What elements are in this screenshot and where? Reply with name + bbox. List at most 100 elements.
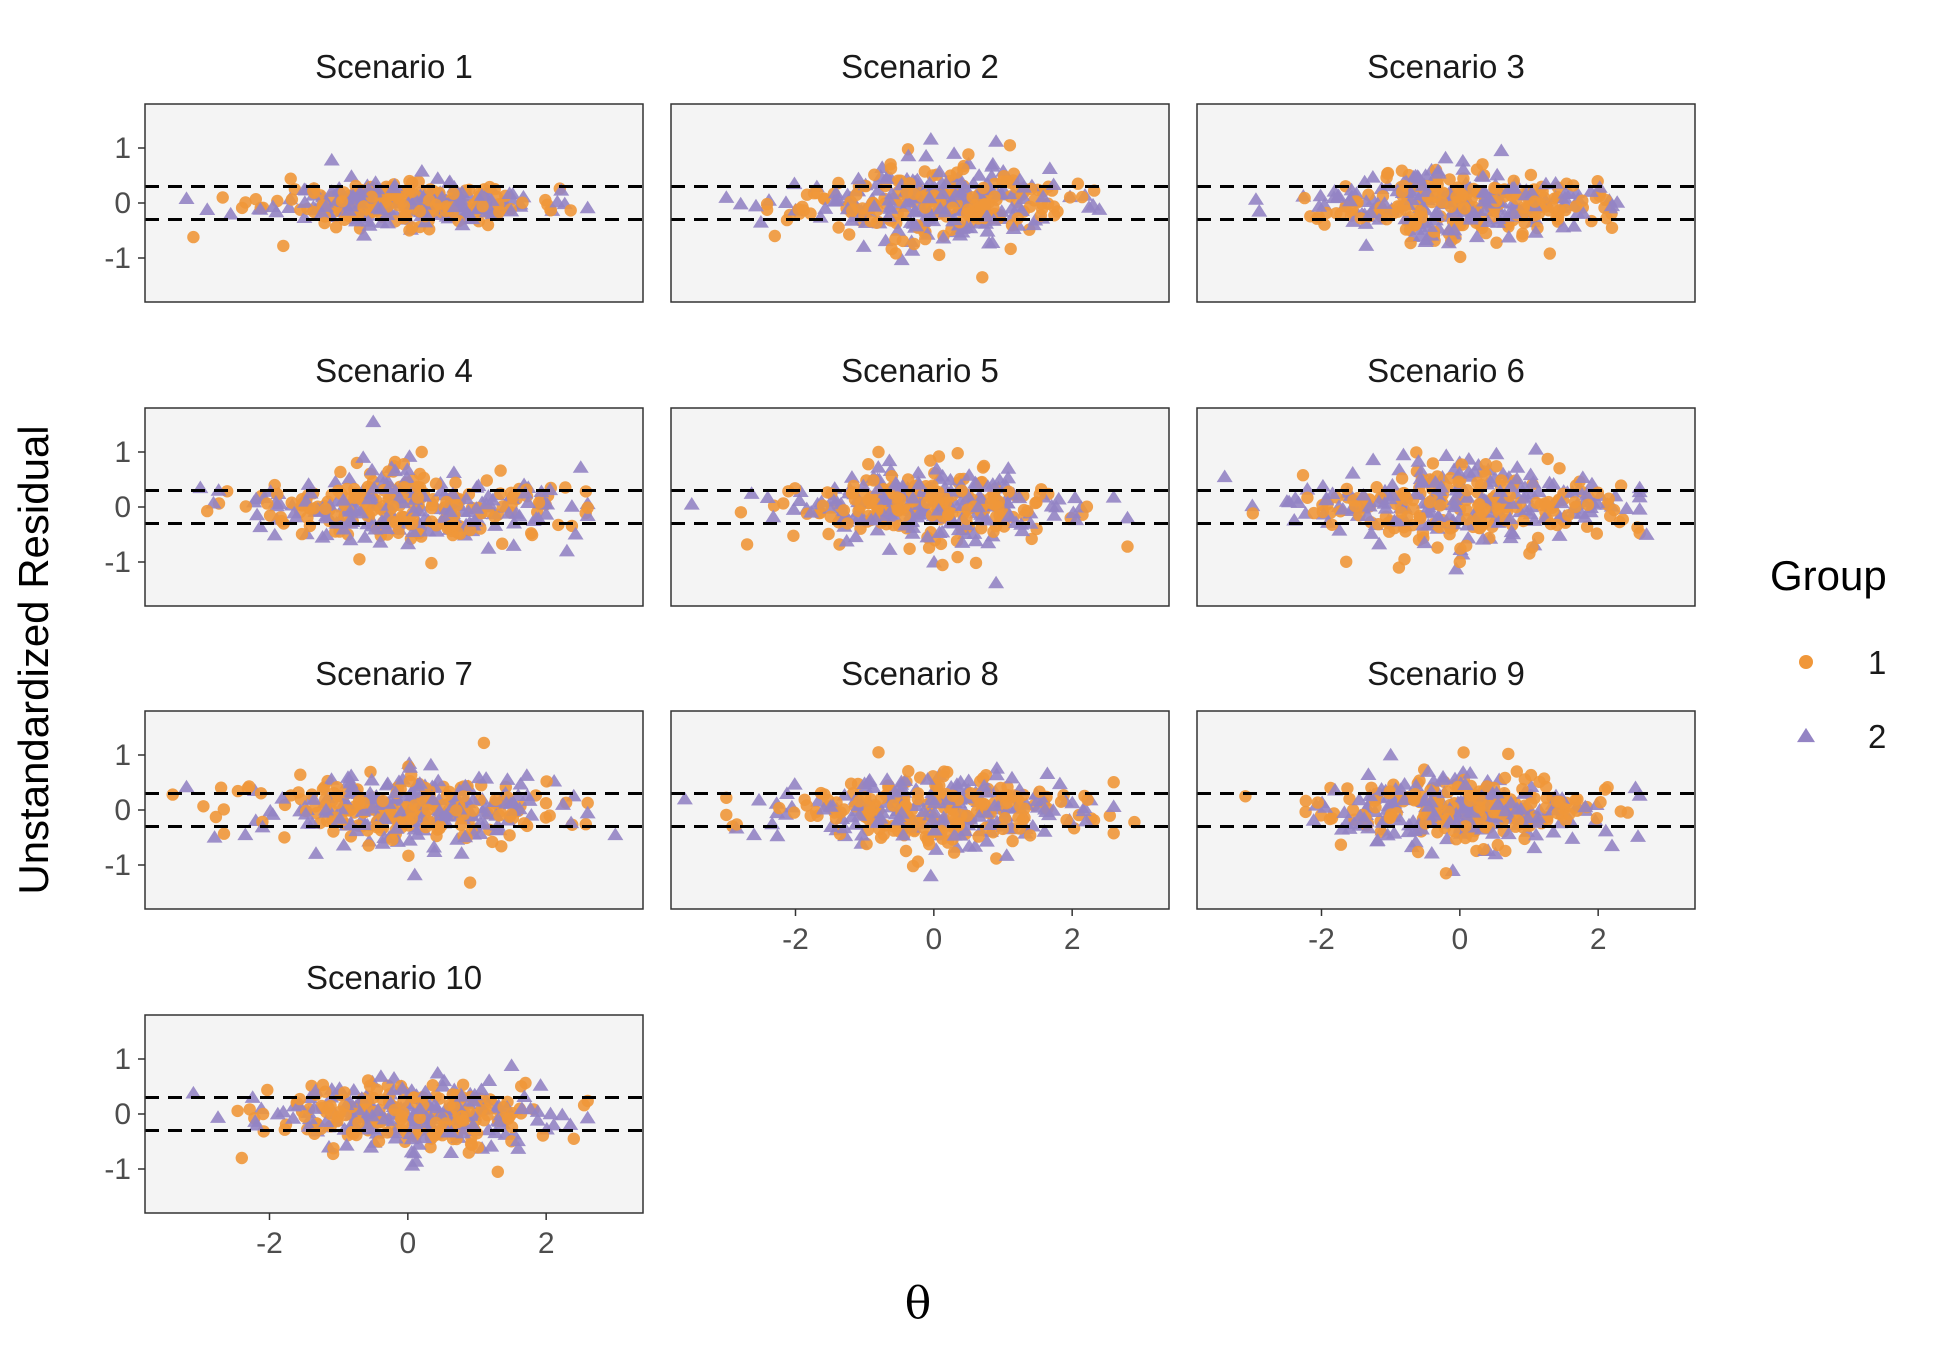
point-group-1 [386, 833, 399, 847]
point-group-2 [988, 134, 1005, 147]
point-group-2 [952, 227, 969, 241]
point-group-2 [934, 524, 951, 538]
point-group-2 [984, 156, 1001, 170]
point-group-1 [1107, 776, 1120, 789]
point-group-1 [864, 215, 877, 228]
point-group-1 [804, 809, 817, 822]
point-group-2 [318, 1114, 335, 1128]
point-group-1 [449, 476, 462, 489]
point-group-2 [1525, 475, 1542, 488]
point-group-2 [1578, 487, 1595, 500]
point-group-2 [1355, 487, 1372, 501]
point-group-1 [887, 799, 900, 812]
point-group-2 [394, 1081, 411, 1094]
point-group-2 [345, 188, 362, 202]
point-group-1 [976, 772, 990, 785]
point-group-2 [1392, 782, 1409, 796]
point-group-1 [947, 846, 961, 859]
point-group-2 [1420, 764, 1437, 777]
point-group-2 [426, 839, 443, 853]
point-group-2 [752, 215, 769, 228]
point-group-1 [520, 819, 534, 833]
point-group-1 [567, 1132, 580, 1146]
point-group-2 [558, 543, 575, 557]
point-group-1 [307, 502, 320, 515]
point-group-2 [210, 1110, 227, 1123]
point-group-1 [217, 803, 230, 816]
point-group-1 [353, 797, 366, 810]
point-group-1 [417, 471, 431, 485]
point-group-1 [235, 1151, 248, 1165]
point-group-2 [436, 1073, 453, 1087]
point-group-2 [1597, 823, 1614, 837]
point-group-2 [1016, 191, 1033, 205]
point-group-1 [1601, 781, 1614, 794]
panel-scenario-2: Scenario 2 [670, 48, 1170, 303]
point-group-1 [1472, 512, 1485, 525]
point-group-2 [823, 819, 840, 833]
point-group-2 [732, 196, 749, 210]
legend-key-triangle [1797, 727, 1815, 743]
point-group-1 [581, 796, 594, 810]
point-group-2 [317, 199, 334, 212]
point-group-2 [1333, 821, 1350, 835]
point-group-1 [1346, 803, 1360, 817]
point-group-1 [966, 191, 979, 204]
point-group-1 [364, 765, 377, 779]
panel-border [1196, 103, 1696, 303]
point-group-2 [252, 202, 269, 215]
point-group-1 [872, 746, 885, 759]
point-group-2 [919, 529, 936, 543]
legend-title: Group [1770, 552, 1887, 599]
point-group-2 [356, 530, 373, 543]
point-group-1 [277, 239, 290, 253]
point-group-2 [910, 465, 927, 479]
point-group-2 [364, 1108, 381, 1122]
point-group-2 [1530, 815, 1547, 828]
point-group-1 [552, 518, 565, 532]
point-group-1 [334, 465, 347, 479]
point-group-2 [978, 834, 995, 847]
point-group-2 [928, 842, 945, 855]
point-group-2 [1502, 479, 1519, 492]
point-group-1 [540, 775, 553, 788]
point-group-2 [420, 523, 437, 537]
point-group-2 [1408, 778, 1425, 791]
point-group-1 [816, 499, 830, 512]
panel-title: Scenario 3 [1367, 48, 1525, 85]
point-group-1 [403, 775, 417, 788]
point-group-2 [457, 829, 474, 843]
panel-title: Scenario 4 [315, 352, 473, 389]
point-group-2 [306, 792, 323, 805]
point-group-2 [1551, 528, 1568, 541]
point-group-2 [979, 479, 996, 492]
point-group-1 [1439, 867, 1453, 880]
point-group-2 [406, 867, 423, 881]
point-group-2 [1005, 221, 1022, 234]
point-group-2 [1618, 501, 1635, 515]
point-group-1 [301, 511, 314, 524]
point-group-1 [1479, 226, 1493, 240]
point-group-2 [1377, 500, 1394, 514]
point-group-1 [413, 205, 427, 218]
point-group-2 [538, 506, 555, 520]
panel-title: Scenario 6 [1367, 352, 1525, 389]
point-group-1 [525, 527, 538, 540]
point-group-2 [323, 152, 340, 166]
point-group-2 [318, 802, 335, 816]
point-group-1 [1081, 793, 1094, 806]
point-group-1 [217, 827, 231, 840]
point-group-2 [1454, 153, 1471, 167]
point-group-1 [1017, 503, 1031, 517]
point-group-2 [1515, 491, 1532, 504]
point-group-1 [412, 175, 425, 188]
point-group-1 [1604, 509, 1617, 523]
point-group-2 [376, 811, 393, 825]
point-group-1 [1103, 809, 1117, 822]
point-group-1 [504, 808, 518, 821]
point-group-1 [902, 765, 915, 778]
point-group-2 [879, 772, 896, 785]
point-group-1 [1396, 186, 1409, 199]
point-group-2 [954, 535, 971, 548]
point-group-2 [843, 470, 860, 483]
